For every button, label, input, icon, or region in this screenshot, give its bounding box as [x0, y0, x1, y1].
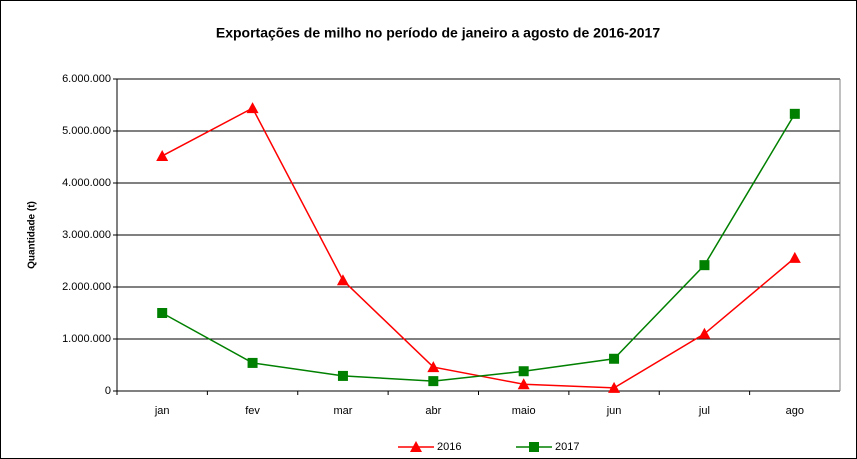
y-tick-label: 3.000.000: [62, 229, 111, 241]
x-tick-label: maio: [512, 405, 536, 417]
x-tick-label: abr: [425, 405, 441, 417]
point: [517, 378, 530, 390]
x-tick-label: jan: [154, 405, 170, 417]
x-tick-label: jun: [606, 405, 622, 417]
y-tick-label: 0: [105, 385, 111, 397]
point: [157, 308, 168, 318]
legend-label: 2017: [555, 441, 579, 453]
y-tick-label: 5.000.000: [62, 125, 111, 137]
point: [699, 260, 710, 271]
x-tick-label: jul: [698, 405, 710, 417]
legend-marker: [529, 442, 539, 452]
y-tick-label: 1.000.000: [62, 333, 111, 345]
y-tick-label: 4.000.000: [62, 177, 111, 189]
point: [698, 327, 711, 339]
point: [788, 251, 801, 263]
point: [337, 370, 348, 381]
legend-label: 2016: [437, 441, 461, 453]
point: [427, 361, 440, 373]
x-tick-label: mar: [333, 405, 352, 417]
point: [789, 108, 800, 119]
y-tick-label: 2.000.000: [62, 281, 111, 293]
y-axis-label: Quantidade (t): [27, 201, 38, 269]
series-line: [161, 113, 796, 382]
point: [518, 366, 529, 377]
y-tick-label: 6.000.000: [62, 73, 111, 85]
point: [336, 274, 349, 286]
point: [609, 353, 620, 364]
point: [247, 357, 258, 368]
point: [608, 381, 621, 393]
x-tick-label: fev: [245, 405, 260, 417]
x-tick-label: ago: [786, 405, 804, 417]
point: [156, 149, 169, 161]
point: [246, 102, 259, 114]
point: [428, 376, 439, 387]
legend-marker: [410, 441, 422, 452]
chart-title: Exportações de milho no período de janei…: [216, 25, 660, 41]
